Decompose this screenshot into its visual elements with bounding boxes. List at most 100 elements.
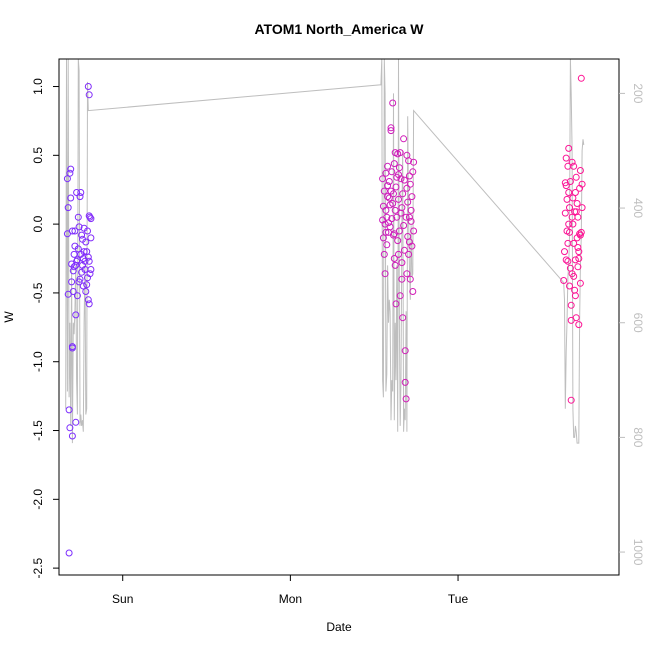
data-point	[405, 213, 413, 221]
data-point	[380, 187, 388, 195]
data-point	[403, 270, 411, 278]
data-point	[388, 168, 396, 176]
data-point	[405, 250, 413, 258]
data-point	[79, 282, 87, 290]
y2-tick-label: 200	[631, 83, 645, 103]
data-point	[83, 281, 91, 289]
data-point	[394, 237, 402, 245]
data-point	[564, 257, 572, 265]
data-point	[401, 347, 409, 355]
data-point	[76, 275, 84, 283]
data-point	[573, 200, 581, 207]
data-point	[569, 220, 577, 228]
data-point	[74, 245, 82, 253]
data-point	[396, 292, 404, 300]
data-point	[410, 227, 418, 235]
data-point	[66, 424, 74, 432]
data-point	[562, 154, 570, 162]
x-tick-label: Tue	[448, 592, 469, 606]
data-point	[400, 246, 408, 254]
data-point	[389, 200, 397, 207]
data-point	[392, 300, 400, 308]
data-point	[68, 227, 76, 235]
data-point	[562, 182, 570, 190]
data-point	[565, 189, 573, 196]
data-point	[567, 396, 575, 404]
x-tick-label: Mon	[279, 592, 302, 606]
data-point	[575, 321, 583, 329]
data-point	[386, 223, 394, 231]
data-point	[570, 162, 578, 170]
data-point	[561, 248, 568, 256]
data-point	[400, 176, 408, 184]
data-point	[402, 213, 410, 221]
data-point	[575, 248, 583, 256]
data-point	[399, 190, 407, 198]
data-point	[379, 234, 387, 242]
data-point	[85, 257, 93, 265]
data-point	[565, 220, 573, 228]
y2-tick-label: 1000	[631, 539, 645, 566]
data-point	[72, 311, 80, 319]
data-point	[402, 395, 410, 403]
data-point	[572, 173, 580, 181]
data-point	[77, 189, 85, 196]
data-point	[81, 257, 89, 265]
data-point	[395, 171, 402, 179]
data-points	[63, 74, 586, 557]
data-point	[384, 182, 392, 190]
data-point	[385, 194, 393, 202]
vertical-profile-line	[65, 58, 585, 444]
data-point	[395, 195, 402, 203]
data-point	[570, 239, 578, 247]
data-point	[560, 277, 568, 284]
data-point	[395, 250, 402, 258]
data-point	[87, 266, 95, 273]
y-tick-label: -2.5	[31, 557, 45, 578]
data-point	[391, 261, 399, 269]
data-point	[398, 259, 406, 267]
data-point	[66, 169, 74, 177]
data-point	[63, 175, 71, 183]
data-point	[571, 256, 579, 264]
data-point	[72, 418, 80, 426]
data-point	[566, 282, 573, 290]
data-point	[401, 378, 409, 386]
data-point	[571, 189, 579, 196]
data-point	[409, 168, 417, 176]
data-point	[577, 74, 585, 82]
data-point	[71, 227, 79, 235]
data-point	[395, 164, 403, 172]
x-axis-label: Date	[326, 620, 352, 634]
data-point	[562, 256, 570, 264]
data-point	[390, 190, 397, 198]
y-tick-label: -1.0	[31, 351, 45, 372]
data-point	[387, 124, 395, 132]
data-point	[85, 300, 93, 308]
data-point	[379, 175, 387, 183]
data-point	[84, 83, 92, 90]
data-point	[78, 231, 86, 239]
data-point	[408, 242, 416, 250]
data-point	[84, 296, 92, 304]
data-point	[572, 208, 580, 216]
data-point	[398, 275, 406, 283]
data-point	[398, 204, 406, 212]
data-point	[387, 127, 395, 135]
x-axis: Sun Mon Tue	[112, 575, 468, 606]
data-point	[87, 234, 95, 242]
data-point	[400, 135, 408, 143]
data-point	[82, 288, 90, 295]
data-point	[576, 167, 584, 174]
data-point	[64, 204, 72, 212]
y-axis: -2.5 -2.0 -1.5 -1.0 -0.5 0.0 0.5 1.0	[31, 78, 59, 578]
data-point	[395, 227, 403, 235]
data-point	[393, 213, 401, 221]
data-point	[568, 158, 576, 166]
data-point	[385, 178, 393, 185]
data-point	[566, 228, 573, 236]
data-point	[566, 204, 573, 212]
data-point	[76, 193, 84, 201]
data-point	[404, 198, 412, 206]
